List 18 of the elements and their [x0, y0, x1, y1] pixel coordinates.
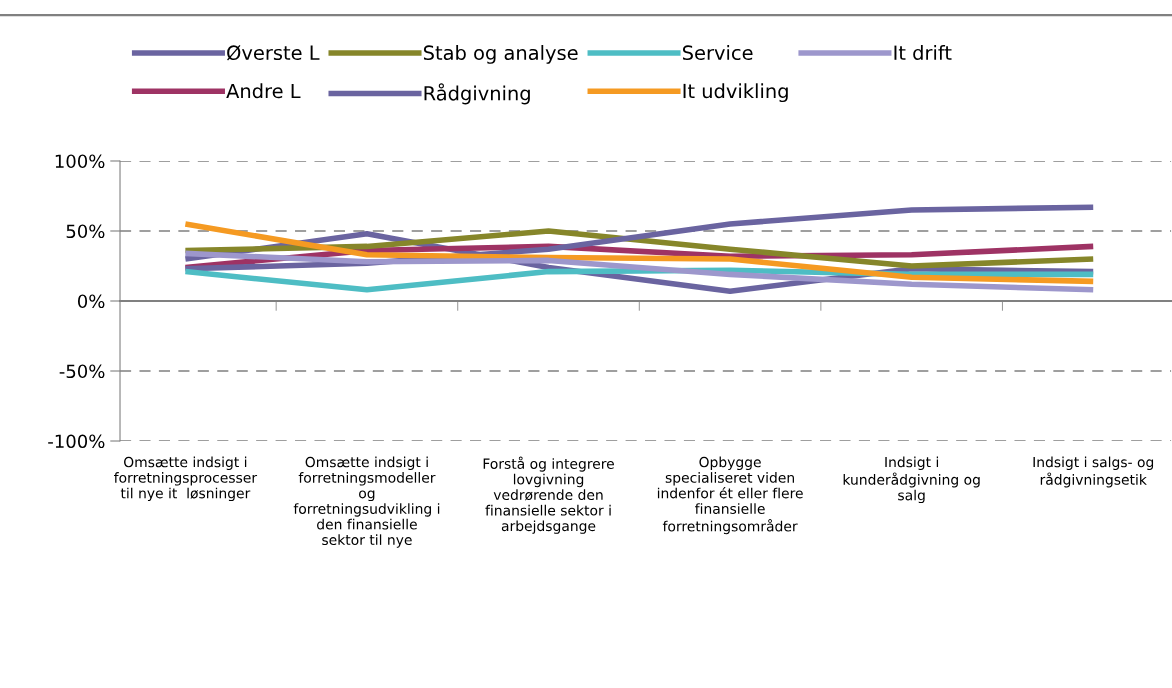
x-tick-label: Indsigt i kunderådgivning og salg — [843, 456, 980, 504]
y-tick-label: 50% — [66, 224, 105, 239]
x-tick-label: Forstå og integrere lovgivning vedrørende den finansielle sektor i arbejdsgange — [483, 456, 614, 534]
x-tick-label: Indsigt i salgs- og rådgivningsetik — [1033, 456, 1154, 488]
x-tick-label: Omsætte indsigt i forretningsmodeller og forretningsudvikling i den finansielle sektor til nye — [293, 456, 440, 548]
legend-label: It udvikling — [683, 83, 788, 103]
legend-label: Andre L — [226, 83, 301, 99]
y-tick-label: 0% — [77, 294, 105, 309]
x-tick-label: Opbygge specialiseret viden indenfor ét eller flere finansielle forretningsområder — [657, 456, 803, 535]
y-tick-label: 100% — [55, 154, 105, 169]
legend-label: Service — [682, 45, 753, 61]
x-tick-label: Omsætte indsigt i forretningsprocesser til nye it løsninger — [114, 456, 258, 502]
legend-label: It drift — [894, 45, 952, 61]
y-tick-label: -50% — [59, 364, 105, 379]
legend-label: Øverste L — [227, 44, 320, 61]
legend-label: Stab og analyse — [423, 45, 578, 64]
y-tick-label: -100% — [48, 434, 105, 449]
legend-label: Rådgivning — [424, 83, 530, 105]
